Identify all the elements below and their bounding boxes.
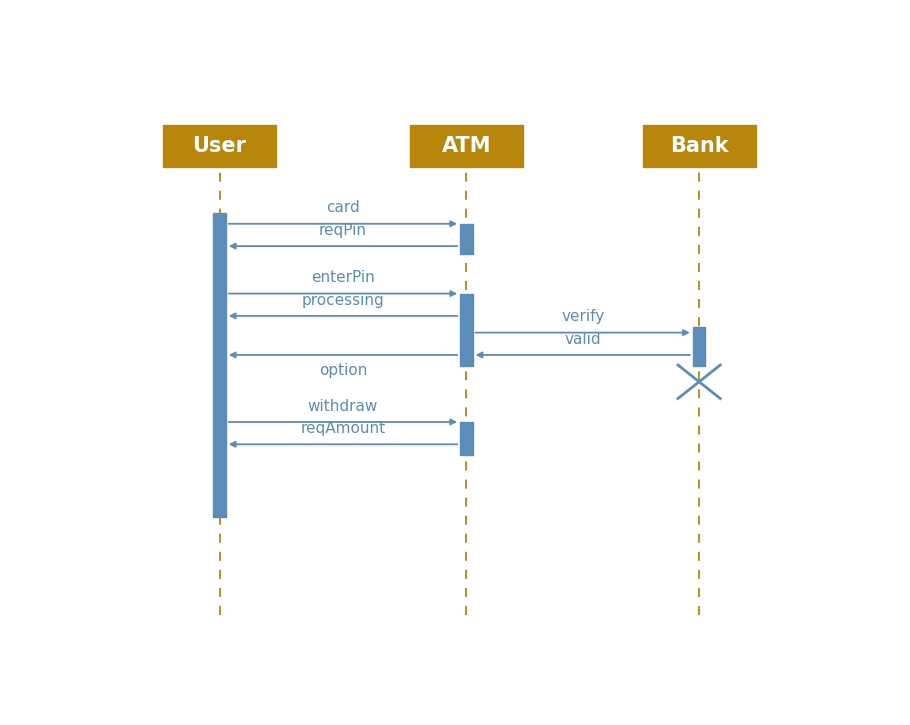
Text: enterPin: enterPin — [311, 270, 375, 285]
Bar — [642, 125, 755, 167]
Text: verify: verify — [561, 310, 604, 324]
Bar — [213, 212, 226, 517]
Text: Bank: Bank — [670, 136, 728, 156]
Bar — [410, 125, 522, 167]
Text: User: User — [193, 136, 247, 156]
Text: ATM: ATM — [441, 136, 491, 156]
Bar — [460, 224, 472, 254]
Text: valid: valid — [564, 331, 601, 347]
Bar — [163, 125, 276, 167]
Text: card: card — [326, 200, 359, 215]
Bar — [693, 327, 705, 366]
Text: option: option — [318, 363, 367, 378]
Text: reqPin: reqPin — [319, 223, 367, 238]
Bar — [460, 422, 472, 455]
Bar — [460, 294, 472, 366]
Text: reqAmount: reqAmount — [300, 421, 386, 436]
Text: withdraw: withdraw — [308, 399, 379, 413]
Text: processing: processing — [301, 292, 384, 307]
